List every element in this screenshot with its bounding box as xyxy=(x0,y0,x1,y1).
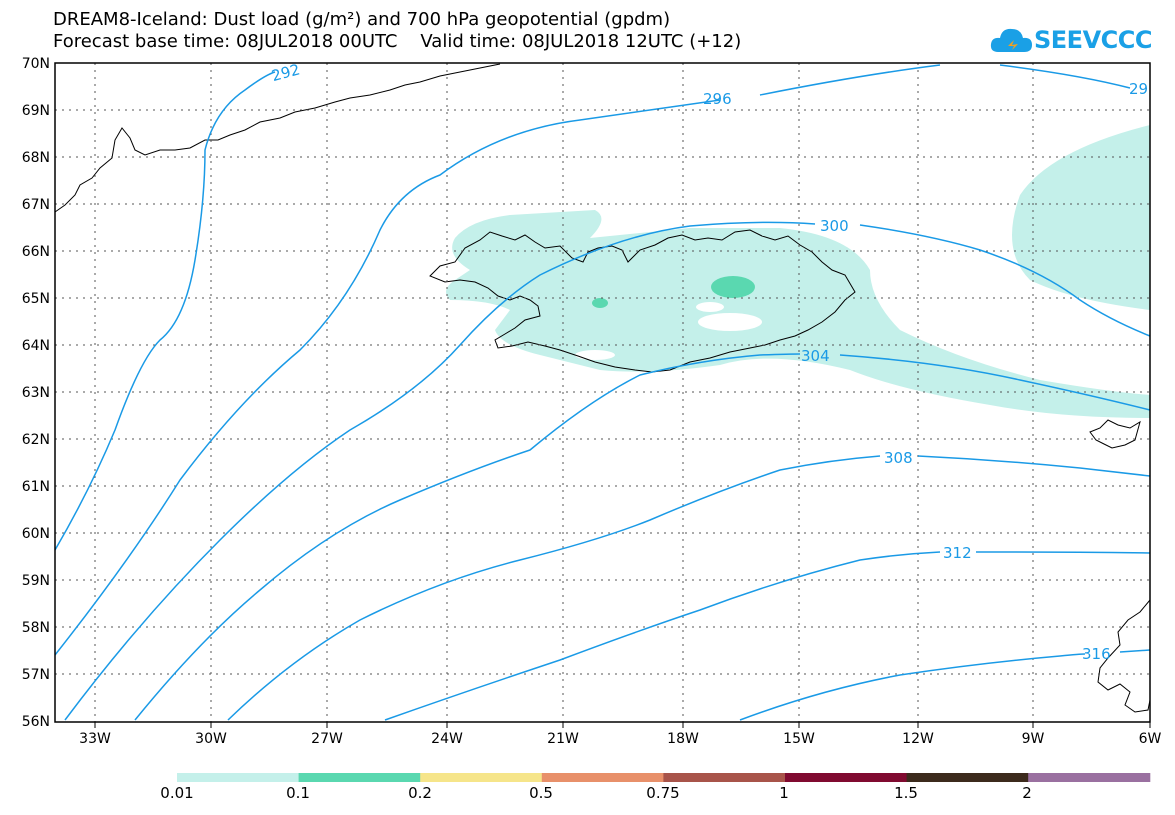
contour-labels: 292 296 300 304 308 312 316 29 xyxy=(270,60,1148,663)
colorbar-swatch xyxy=(785,773,908,782)
colorbar-label: 1 xyxy=(779,784,789,802)
colorbar-label: 0.2 xyxy=(408,784,432,802)
lat-label: 70N xyxy=(22,56,50,72)
scotland-coastline xyxy=(1097,599,1151,713)
seevccc-logo: SEEVCCC xyxy=(990,22,1160,58)
greenland-coastline xyxy=(54,63,501,213)
contour-label-296: 296 xyxy=(703,90,732,108)
colorbar-label: 0.1 xyxy=(286,784,310,802)
colorbar-label: 2 xyxy=(1022,784,1032,802)
colorbar-swatch xyxy=(298,773,421,782)
lat-label: 69N xyxy=(22,103,50,119)
colorbar-swatch xyxy=(420,773,543,782)
colorbar-label: 0.5 xyxy=(529,784,553,802)
colorbar-label: 0.01 xyxy=(160,784,194,802)
lat-label: 66N xyxy=(22,244,50,260)
colorbar-swatch xyxy=(177,773,300,782)
geopotential-contours xyxy=(54,64,1151,721)
lat-label: 67N xyxy=(22,197,50,213)
colorbar-label: 0.75 xyxy=(646,784,680,802)
map-frame xyxy=(54,62,1151,723)
dust-shading xyxy=(446,125,1150,418)
lat-label: 63N xyxy=(22,385,50,401)
colorbar-swatch xyxy=(541,773,664,782)
contour-label-304: 304 xyxy=(801,347,830,365)
colorbar-swatch xyxy=(1028,773,1151,782)
lon-label: 12W xyxy=(902,731,934,747)
colorbar-swatch xyxy=(906,773,1029,782)
cloud-icon xyxy=(990,28,1032,52)
lon-label: 15W xyxy=(783,731,815,747)
contour-label-316: 316 xyxy=(1082,645,1111,663)
contour-label-292: 292 xyxy=(270,60,302,85)
lon-label: 24W xyxy=(431,731,463,747)
map-title: DREAM8-Iceland: Dust load (g/m²) and 700… xyxy=(53,9,671,30)
lon-label: 21W xyxy=(547,731,579,747)
graticule xyxy=(55,63,1150,722)
contour-label-29: 29 xyxy=(1129,80,1148,98)
lat-label: 68N xyxy=(22,150,50,166)
logo-text: SEEVCCC xyxy=(1034,26,1153,54)
longitude-labels: 33W 30W 27W 24W 21W 18W 15W 12W 9W 6W xyxy=(79,731,1161,747)
lon-label: 30W xyxy=(195,731,227,747)
lon-label: 33W xyxy=(79,731,111,747)
lat-label: 58N xyxy=(22,620,50,636)
lon-label: 9W xyxy=(1022,731,1045,747)
latitude-labels: 70N 69N 68N 67N 66N 65N 64N 63N 62N 61N … xyxy=(22,56,50,730)
colorbar-swatch xyxy=(663,773,786,782)
faroe-coastline xyxy=(1089,419,1141,449)
colorbar xyxy=(177,773,1151,782)
map-subtitle: Forecast base time: 08JUL2018 00UTC Vali… xyxy=(53,31,742,52)
lat-label: 60N xyxy=(22,526,50,542)
lat-label: 65N xyxy=(22,291,50,307)
contour-label-300: 300 xyxy=(820,217,849,235)
lat-label: 57N xyxy=(22,667,50,683)
colorbar-label: 1.5 xyxy=(894,784,918,802)
lat-label: 61N xyxy=(22,479,50,495)
contour-label-308: 308 xyxy=(884,449,913,467)
lat-label: 62N xyxy=(22,432,50,448)
contour-label-312: 312 xyxy=(943,544,972,562)
lon-label: 6W xyxy=(1139,731,1162,747)
lon-label: 18W xyxy=(667,731,699,747)
axis-ticks xyxy=(94,722,1151,728)
lat-label: 56N xyxy=(22,714,50,730)
lat-label: 59N xyxy=(22,573,50,589)
lon-label: 27W xyxy=(311,731,343,747)
lat-label: 64N xyxy=(22,338,50,354)
